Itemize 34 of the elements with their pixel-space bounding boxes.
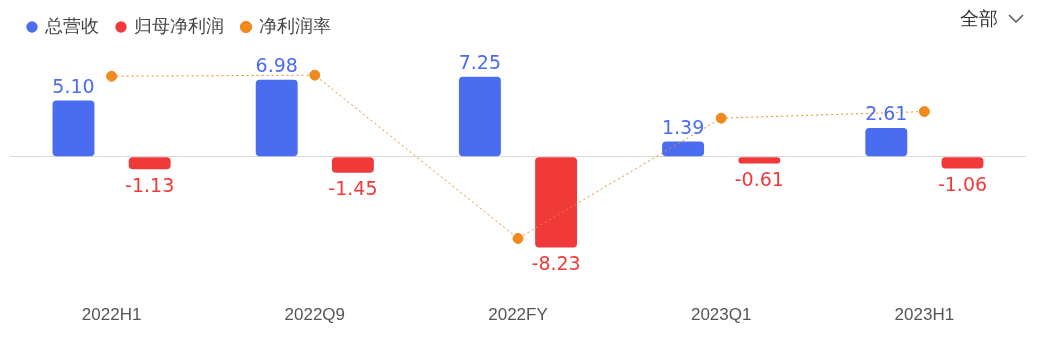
- data-label: -1.13: [125, 173, 175, 196]
- data-label: -8.23: [531, 252, 581, 275]
- bar: [865, 128, 908, 157]
- data-label: 1.39: [661, 115, 705, 138]
- bar: [128, 157, 171, 170]
- bar: [738, 157, 781, 164]
- data-label: -1.45: [328, 177, 378, 200]
- text: 全部: [960, 6, 998, 31]
- x-tick-label: 2022FY: [488, 305, 548, 325]
- x-tick-label: 2022H1: [81, 305, 142, 325]
- data-label: -0.61: [734, 167, 784, 190]
- data-label: 6.98: [255, 54, 298, 77]
- x-tick-label: 2023Q1: [690, 305, 752, 325]
- point: [715, 112, 727, 124]
- point: [512, 232, 524, 244]
- legend-label: 净利润率: [259, 15, 331, 36]
- legend-label: 归母净利润: [134, 15, 224, 36]
- bar: [255, 79, 298, 157]
- data-label: 2.61: [865, 102, 908, 125]
- bar: [458, 76, 501, 157]
- data-label: 5.10: [52, 74, 95, 97]
- point: [309, 69, 321, 81]
- bar: [331, 157, 374, 173]
- bar: [662, 141, 705, 157]
- x-tick-label: 2023H1: [894, 305, 955, 325]
- x-tick-label: 2022Q9: [284, 305, 346, 325]
- point: [918, 106, 930, 118]
- data-label: -1.06: [937, 172, 988, 195]
- bar: [941, 157, 984, 169]
- legend-label: 总营收: [44, 15, 99, 36]
- data-label: 7.25: [458, 51, 502, 74]
- bar: [52, 100, 95, 157]
- bar: [535, 157, 578, 248]
- point: [106, 70, 118, 82]
